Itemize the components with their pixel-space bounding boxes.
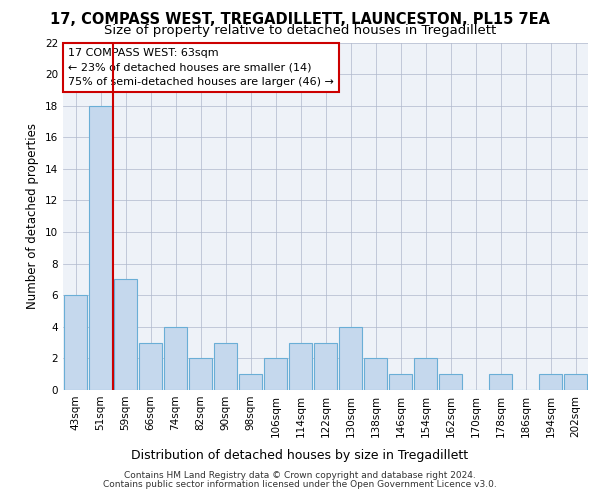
Bar (239, 374, 262, 390)
Bar (289, 342, 313, 390)
Bar (439, 374, 463, 390)
Bar (214, 342, 238, 390)
Bar (139, 342, 163, 390)
Text: Contains public sector information licensed under the Open Government Licence v3: Contains public sector information licen… (103, 480, 497, 489)
Bar (64, 295, 88, 390)
Text: Size of property relative to detached houses in Tregadillett: Size of property relative to detached ho… (104, 24, 496, 37)
Text: 17, COMPASS WEST, TREGADILLETT, LAUNCESTON, PL15 7EA: 17, COMPASS WEST, TREGADILLETT, LAUNCEST… (50, 12, 550, 28)
Text: Distribution of detached houses by size in Tregadillett: Distribution of detached houses by size … (131, 450, 469, 462)
Y-axis label: Number of detached properties: Number of detached properties (26, 123, 40, 309)
Bar (413, 358, 437, 390)
Bar (263, 358, 287, 390)
Bar (563, 374, 587, 390)
Bar (364, 358, 388, 390)
Text: Contains HM Land Registry data © Crown copyright and database right 2024.: Contains HM Land Registry data © Crown c… (124, 471, 476, 480)
Bar (113, 280, 137, 390)
Text: 17 COMPASS WEST: 63sqm
← 23% of detached houses are smaller (14)
75% of semi-det: 17 COMPASS WEST: 63sqm ← 23% of detached… (68, 48, 334, 88)
Bar (488, 374, 512, 390)
Bar (539, 374, 562, 390)
Bar (338, 327, 362, 390)
Bar (188, 358, 212, 390)
Bar (314, 342, 337, 390)
Bar (389, 374, 412, 390)
Bar (89, 106, 112, 390)
Bar (164, 327, 187, 390)
